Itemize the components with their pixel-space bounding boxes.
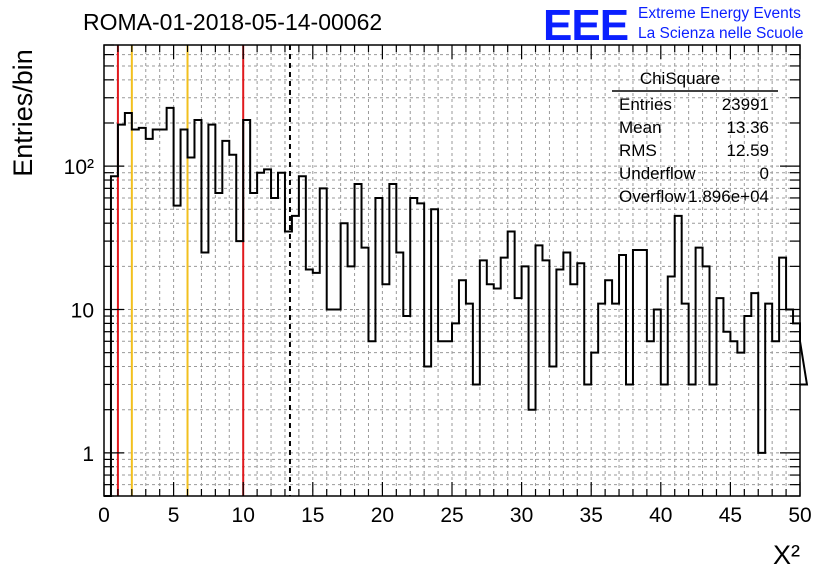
- eee-logo: EEE: [543, 2, 629, 44]
- logo-text: Extreme Energy Events La Scienza nelle S…: [638, 4, 803, 44]
- axis-ticks: [103, 44, 801, 497]
- stats-row-value: 0: [760, 164, 769, 183]
- x-axis-label: X²: [773, 540, 800, 570]
- x-tick-label: 40: [649, 504, 672, 527]
- x-tick-label: 30: [510, 504, 533, 527]
- y-tick-label: 10: [71, 299, 94, 322]
- stats-row-value: 23991: [722, 95, 769, 114]
- stats-row-label: Underflow: [619, 164, 696, 183]
- x-tick-label: 45: [719, 504, 742, 527]
- axis-tick-labels: 0 5 10 15 20 25 30 35 40 45 50 1 10 10²: [64, 156, 812, 527]
- x-tick-label: 0: [98, 504, 110, 527]
- marker-lines: [116, 45, 291, 496]
- histogram-series: [104, 106, 809, 497]
- grid-lines: [103, 44, 801, 497]
- stats-box: ChiSquare Entries 23991 Mean 13.36 RMS 12.59 U…: [612, 69, 778, 206]
- y-tick-label: 10²: [64, 156, 94, 179]
- x-tick-label: 10: [232, 504, 255, 527]
- stats-row-label: Mean: [619, 118, 662, 137]
- y-axis-label: Entries/bin: [8, 49, 38, 177]
- stats-row-label: Overflow: [619, 187, 687, 206]
- y-tick-label: 1: [82, 443, 94, 466]
- x-tick-label: 35: [580, 504, 603, 527]
- x-tick-label: 15: [301, 504, 324, 527]
- stats-row-value: 12.59: [726, 141, 769, 160]
- stats-row-value: 13.36: [726, 118, 769, 137]
- run-title: ROMA-01-2018-05-14-00062: [83, 9, 383, 35]
- x-tick-label: 20: [371, 504, 394, 527]
- logo-line-2: La Scienza nelle Scuole: [638, 25, 804, 42]
- logo-line-1: Extreme Energy Events: [638, 5, 801, 22]
- logo-mark: EEE: [543, 2, 628, 44]
- stats-title: ChiSquare: [640, 69, 720, 88]
- x-tick-label: 5: [168, 504, 180, 527]
- x-tick-label: 25: [440, 504, 463, 527]
- stats-row-label: RMS: [619, 141, 657, 160]
- x-tick-label: 50: [788, 504, 811, 527]
- stats-row-value: 1.896e+04: [688, 187, 769, 206]
- stats-row-label: Entries: [619, 95, 672, 114]
